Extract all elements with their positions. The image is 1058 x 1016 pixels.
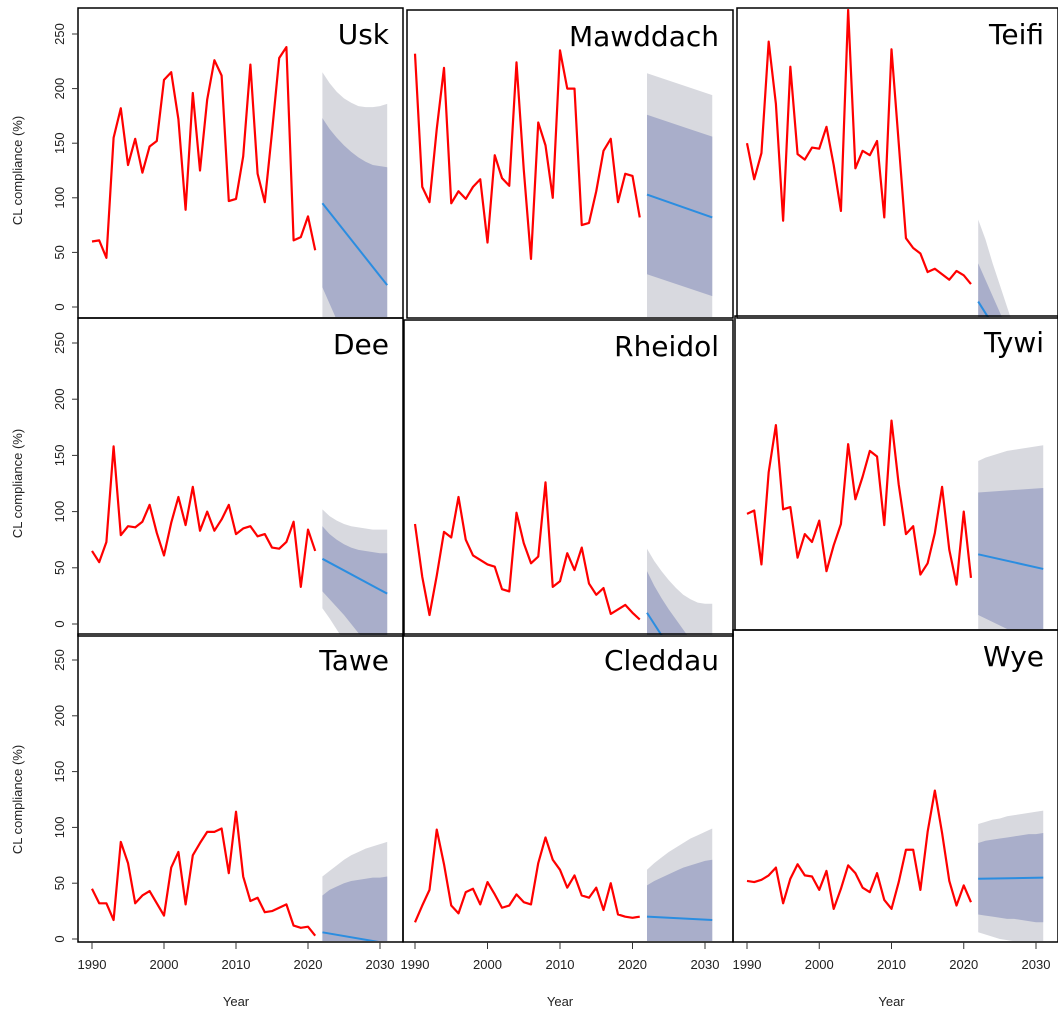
usk-observed-line (91, 46, 317, 259)
y-tick-label: 250 (52, 332, 67, 354)
mawddach-title: Mawddach (569, 20, 719, 53)
usk-inner-interval (322, 118, 388, 317)
usk-trend-line (321, 202, 388, 286)
y-axis-title: CL compliance (%) (10, 429, 25, 538)
x-tick-label: 2010 (546, 957, 575, 972)
panels: Usk Mawddach Teifi Dee Rheidol Tywi Tawe Cledda… (77, 7, 1058, 943)
rheidol-trend-line (646, 612, 663, 635)
tawe-inner-interval (322, 876, 388, 941)
x-tick-label: 1990 (401, 957, 430, 972)
panel-mawddach: Mawddach (406, 9, 734, 319)
teifi-title: Teifi (988, 18, 1044, 51)
dee-inner-interval (322, 526, 388, 635)
panel-teifi: Teifi (736, 7, 1058, 319)
tawe-observed-line (91, 810, 317, 937)
y-tick-label: 250 (52, 23, 67, 45)
x-tick-label: 2020 (294, 957, 323, 972)
y-tick-label: 150 (52, 761, 67, 783)
y-tick-label: 250 (52, 649, 67, 671)
dee-observed-line (91, 445, 317, 589)
teifi-observed-line (745, 9, 972, 285)
y-tick-label: 50 (52, 245, 67, 259)
cleddau-inner-interval (647, 859, 713, 941)
mawddach-trend-line (646, 193, 713, 219)
y-tick-label: 150 (52, 445, 67, 467)
wye-observed-line (746, 789, 972, 910)
dee-trend-line (321, 557, 388, 595)
y-tick-label: 200 (52, 388, 67, 410)
y-axis-title: CL compliance (%) (10, 745, 25, 854)
y-tick-label: 100 (52, 501, 67, 523)
panel-cleddau: Cleddau (402, 633, 734, 943)
rheidol-title: Rheidol (614, 330, 719, 363)
tywi-observed-line (746, 419, 973, 586)
wye-trend-line (978, 876, 1044, 880)
x-tick-label: 1990 (733, 957, 762, 972)
x-tick-label: 2010 (877, 957, 906, 972)
mawddach-frame (406, 9, 734, 319)
y-tick-label: 0 (52, 620, 67, 627)
cleddau-trend-line (646, 915, 713, 922)
y-tick-label: 200 (52, 705, 67, 727)
x-tick-label: 2000 (473, 957, 502, 972)
y-axis-title: CL compliance (%) (10, 116, 25, 225)
y-tick-label: 150 (52, 132, 67, 154)
panel-rheidol: Rheidol (403, 319, 734, 637)
x-tick-label: 2000 (150, 957, 179, 972)
y-tick-label: 50 (52, 561, 67, 575)
y-tick-label: 0 (52, 303, 67, 310)
x-tick-label: 2020 (618, 957, 647, 972)
y-tick-label: 200 (52, 78, 67, 100)
mawddach-observed-line (413, 49, 641, 261)
dee-title: Dee (333, 328, 389, 361)
axes: 0 50 100 150 200 250 CL compliance (%) 0 50 100 15… (10, 23, 1050, 1009)
panel-wye: Wye (732, 629, 1058, 943)
rheidol-inner-interval (647, 571, 688, 635)
x-tick-label: 2030 (691, 957, 720, 972)
x-tick-label: 2010 (222, 957, 251, 972)
y-tick-label: 50 (52, 876, 67, 890)
x-tick-label: 2030 (1022, 957, 1051, 972)
y-tick-label: 0 (52, 935, 67, 942)
panel-dee: Dee (77, 317, 404, 637)
x-axis-title: Year (878, 994, 905, 1009)
cleddau-title: Cleddau (604, 644, 719, 677)
x-tick-label: 1990 (78, 957, 107, 972)
teifi-frame (736, 7, 1058, 319)
dee-frame (77, 317, 404, 637)
cleddau-observed-line (413, 828, 640, 923)
tywi-trend-line (977, 553, 1044, 570)
tywi-title: Tywi (983, 326, 1044, 359)
x-tick-label: 2020 (949, 957, 978, 972)
tawe-title: Tawe (318, 644, 389, 677)
panel-tawe: Tawe (77, 633, 404, 943)
x-axis-title: Year (223, 994, 250, 1009)
x-tick-label: 2000 (805, 957, 834, 972)
y-tick-label: 100 (52, 187, 67, 209)
tawe-trend-line (322, 931, 379, 941)
usk-title: Usk (338, 18, 390, 51)
rheidol-observed-line (413, 481, 641, 621)
panel-usk: Usk (77, 7, 404, 319)
x-tick-label: 2030 (366, 957, 395, 972)
x-axis-title: Year (547, 994, 574, 1009)
wye-frame (732, 629, 1058, 943)
panel-tywi: Tywi (734, 315, 1058, 631)
teifi-inner-interval (978, 263, 1002, 317)
rheidol-frame (403, 319, 734, 637)
y-tick-label: 100 (52, 817, 67, 839)
tywi-inner-interval (978, 487, 1044, 629)
wye-title: Wye (983, 640, 1044, 673)
